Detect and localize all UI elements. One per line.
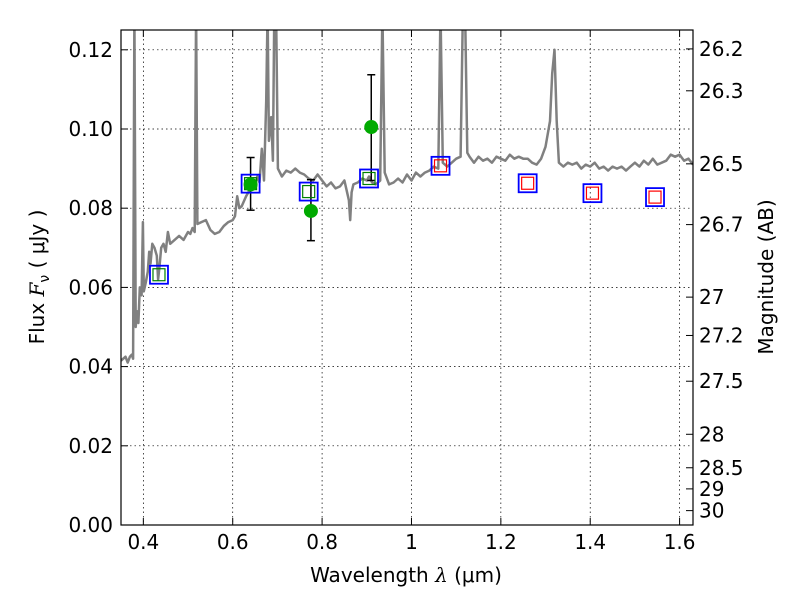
- x-tick-label: 0.6: [217, 530, 249, 554]
- green-circle-marker: [364, 120, 379, 135]
- grid-lines: [121, 30, 693, 526]
- red-square-marker: [585, 186, 600, 200]
- red-square-marker: [433, 159, 448, 173]
- x-tick-label: 1: [405, 530, 418, 554]
- right-tick-label: 26.7: [699, 213, 744, 237]
- blue-square-marker: [430, 155, 451, 176]
- y-tick-label: 0.02: [68, 434, 113, 458]
- y-tick-label: 0.06: [68, 275, 113, 299]
- y-axis-symbol: F: [25, 281, 49, 297]
- right-tick-label: 26.5: [699, 152, 744, 176]
- red-square-marker: [648, 190, 662, 204]
- green-circle-marker: [303, 203, 318, 218]
- right-axis-label: Magnitude (AB): [754, 199, 778, 354]
- right-tick-label: 29: [699, 477, 724, 501]
- x-tick-label: 1.6: [664, 530, 696, 554]
- x-axis-label: Wavelength λ (μm): [310, 563, 502, 587]
- green-square-marker: [302, 184, 316, 199]
- x-tick-label: 0.8: [306, 530, 338, 554]
- spectrum-line: [121, 30, 693, 364]
- right-tick-label: 28.5: [699, 456, 744, 480]
- model-spectrum: [121, 30, 693, 364]
- blue-square-marker: [645, 187, 665, 208]
- plot-frame: [120, 29, 694, 526]
- green-circle-marker: [243, 177, 258, 192]
- y-tick-label: 0.00: [68, 513, 113, 537]
- blue-square-marker: [517, 173, 538, 194]
- right-tick-label: 30: [699, 499, 724, 523]
- green-square-marker: [152, 268, 166, 282]
- axis-ticks: 0.4 0.6 0.8 1 1.2 1.4 1.6 0.00 0.02 0.04 0.06 0.08 0…: [68, 30, 744, 554]
- y-tick-label: 0.08: [68, 196, 113, 220]
- blue-square-marker: [359, 168, 379, 189]
- blue-square-marker: [149, 264, 169, 285]
- x-tick-label: 1.4: [574, 530, 606, 554]
- right-tick-label: 27: [699, 285, 724, 309]
- green-square-marker: [362, 171, 376, 186]
- right-tick-label: 26.3: [699, 79, 744, 103]
- right-tick-label: 27.5: [699, 369, 744, 393]
- x-axis-symbol: λ: [434, 563, 448, 587]
- blue-square-marker: [240, 173, 261, 194]
- blue-square-marker: [298, 181, 319, 202]
- y-axis-subscript: ν: [37, 275, 53, 283]
- right-tick-label: 27.2: [699, 323, 744, 347]
- right-tick-label: 26.2: [699, 37, 744, 61]
- photometry-points: [149, 73, 665, 285]
- x-tick-label: 0.4: [127, 530, 159, 554]
- red-square-marker: [521, 176, 535, 190]
- y-axis-label: Flux Fν ( μJy ): [25, 210, 53, 345]
- blue-square-marker: [582, 183, 603, 204]
- right-tick-label: 28: [699, 422, 724, 446]
- x-tick-label: 1.2: [485, 530, 517, 554]
- y-tick-label: 0.10: [68, 117, 113, 141]
- y-tick-label: 0.12: [68, 38, 113, 62]
- y-tick-label: 0.04: [68, 355, 113, 379]
